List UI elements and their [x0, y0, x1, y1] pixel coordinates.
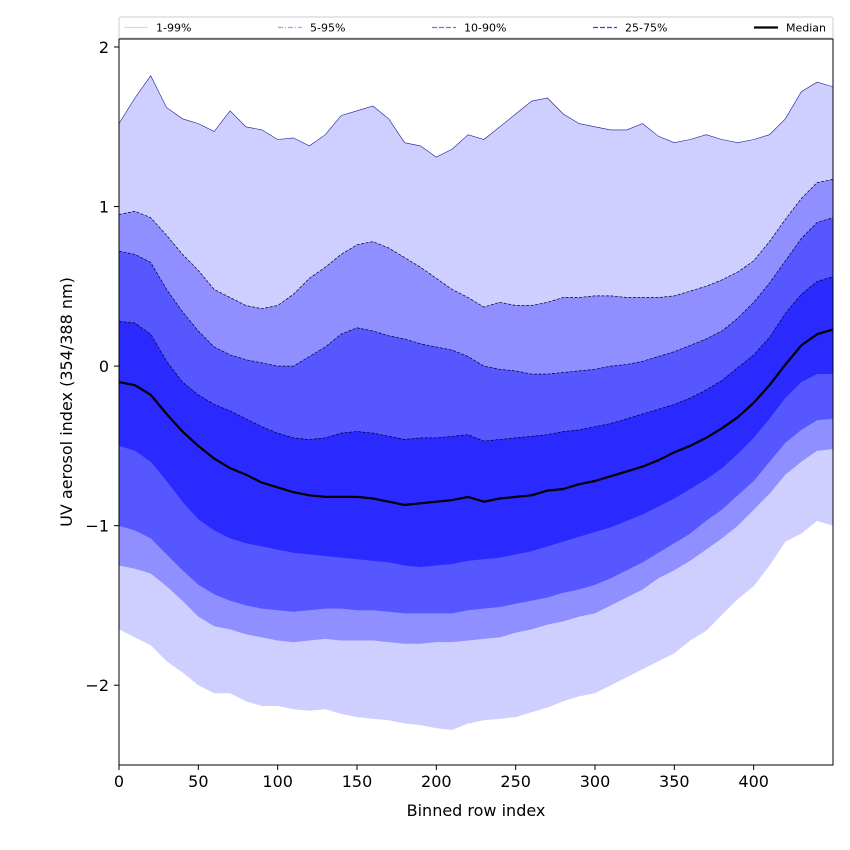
legend-label: 10-90% [464, 22, 506, 35]
x-tick-label: 150 [342, 772, 373, 791]
legend: 1-99% 5-95% 10-90% 25-75% Median [118, 16, 834, 39]
y-tick-label: 1 [99, 198, 109, 217]
legend-label: Median [786, 22, 826, 35]
y-tick-label: −1 [85, 517, 109, 536]
x-tick-label: 200 [421, 772, 452, 791]
band-edge-5-95pct [118, 179, 834, 310]
y-tick-label: 2 [99, 38, 109, 57]
x-tick-label: 350 [659, 772, 690, 791]
legend-label: 5-95% [310, 22, 345, 35]
median-line [118, 328, 834, 506]
legend-box [118, 16, 834, 39]
legend-label: 25-75% [625, 22, 667, 35]
band-edge-10-90pct [118, 217, 834, 375]
band-edge-1-99pct [118, 75, 834, 158]
plot-frame [118, 38, 834, 766]
x-tick-label: 100 [262, 772, 293, 791]
x-tick-label: 250 [500, 772, 531, 791]
x-tick-label: 0 [114, 772, 124, 791]
x-axis: 0 50 100 150 200 250 300 350 400 [114, 765, 769, 791]
x-axis-label: Binned row index [407, 801, 546, 820]
band-25-75pct [119, 276, 833, 568]
y-tick-label: −2 [85, 676, 109, 695]
x-tick-label: 50 [188, 772, 208, 791]
median-layer [118, 328, 834, 506]
x-tick-label: 300 [580, 772, 611, 791]
x-tick-label: 400 [738, 772, 769, 791]
y-tick-label: 0 [99, 357, 109, 376]
y-axis: −2 −1 0 1 2 [85, 38, 119, 695]
band-edge-25-75pct [118, 276, 834, 442]
y-axis-label: UV aerosol index (354/388 nm) [57, 277, 76, 527]
bands-layer [118, 75, 834, 730]
legend-label: 1-99% [156, 22, 191, 35]
